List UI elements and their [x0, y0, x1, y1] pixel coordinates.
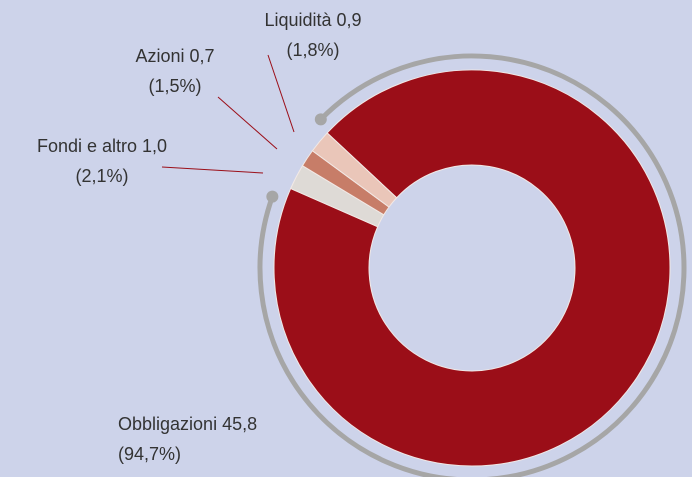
category-name: Fondi e altro: [37, 136, 137, 156]
slice: [273, 69, 671, 467]
slice-label: Liquidità 0,9: [264, 10, 361, 30]
percent-label: (1,5%): [148, 76, 201, 96]
value-label: 45,8: [222, 414, 257, 434]
leader-line: [161, 166, 264, 174]
slice-label: Fondi e altro 1,0: [37, 136, 167, 156]
slice: [311, 132, 398, 208]
bracket-dot: [314, 113, 327, 126]
leader-line: [217, 96, 278, 150]
percent-label: (1,8%): [286, 40, 339, 60]
value-label: 1,0: [142, 136, 167, 156]
bracket-dot: [266, 190, 279, 203]
percent-label: (94,7%): [118, 444, 181, 464]
value-label: 0,7: [190, 46, 215, 66]
percent-label: (2,1%): [75, 166, 128, 186]
category-name: Obbligazioni: [118, 414, 217, 434]
category-name: Liquidità: [264, 10, 332, 30]
slice-label: Azioni 0,7: [135, 46, 214, 66]
leader-line: [267, 54, 295, 133]
category-name: Azioni: [135, 46, 184, 66]
slice-label: Obbligazioni 45,8: [118, 414, 257, 434]
bracket-arc: [257, 53, 687, 477]
value-label: 0,9: [337, 10, 362, 30]
